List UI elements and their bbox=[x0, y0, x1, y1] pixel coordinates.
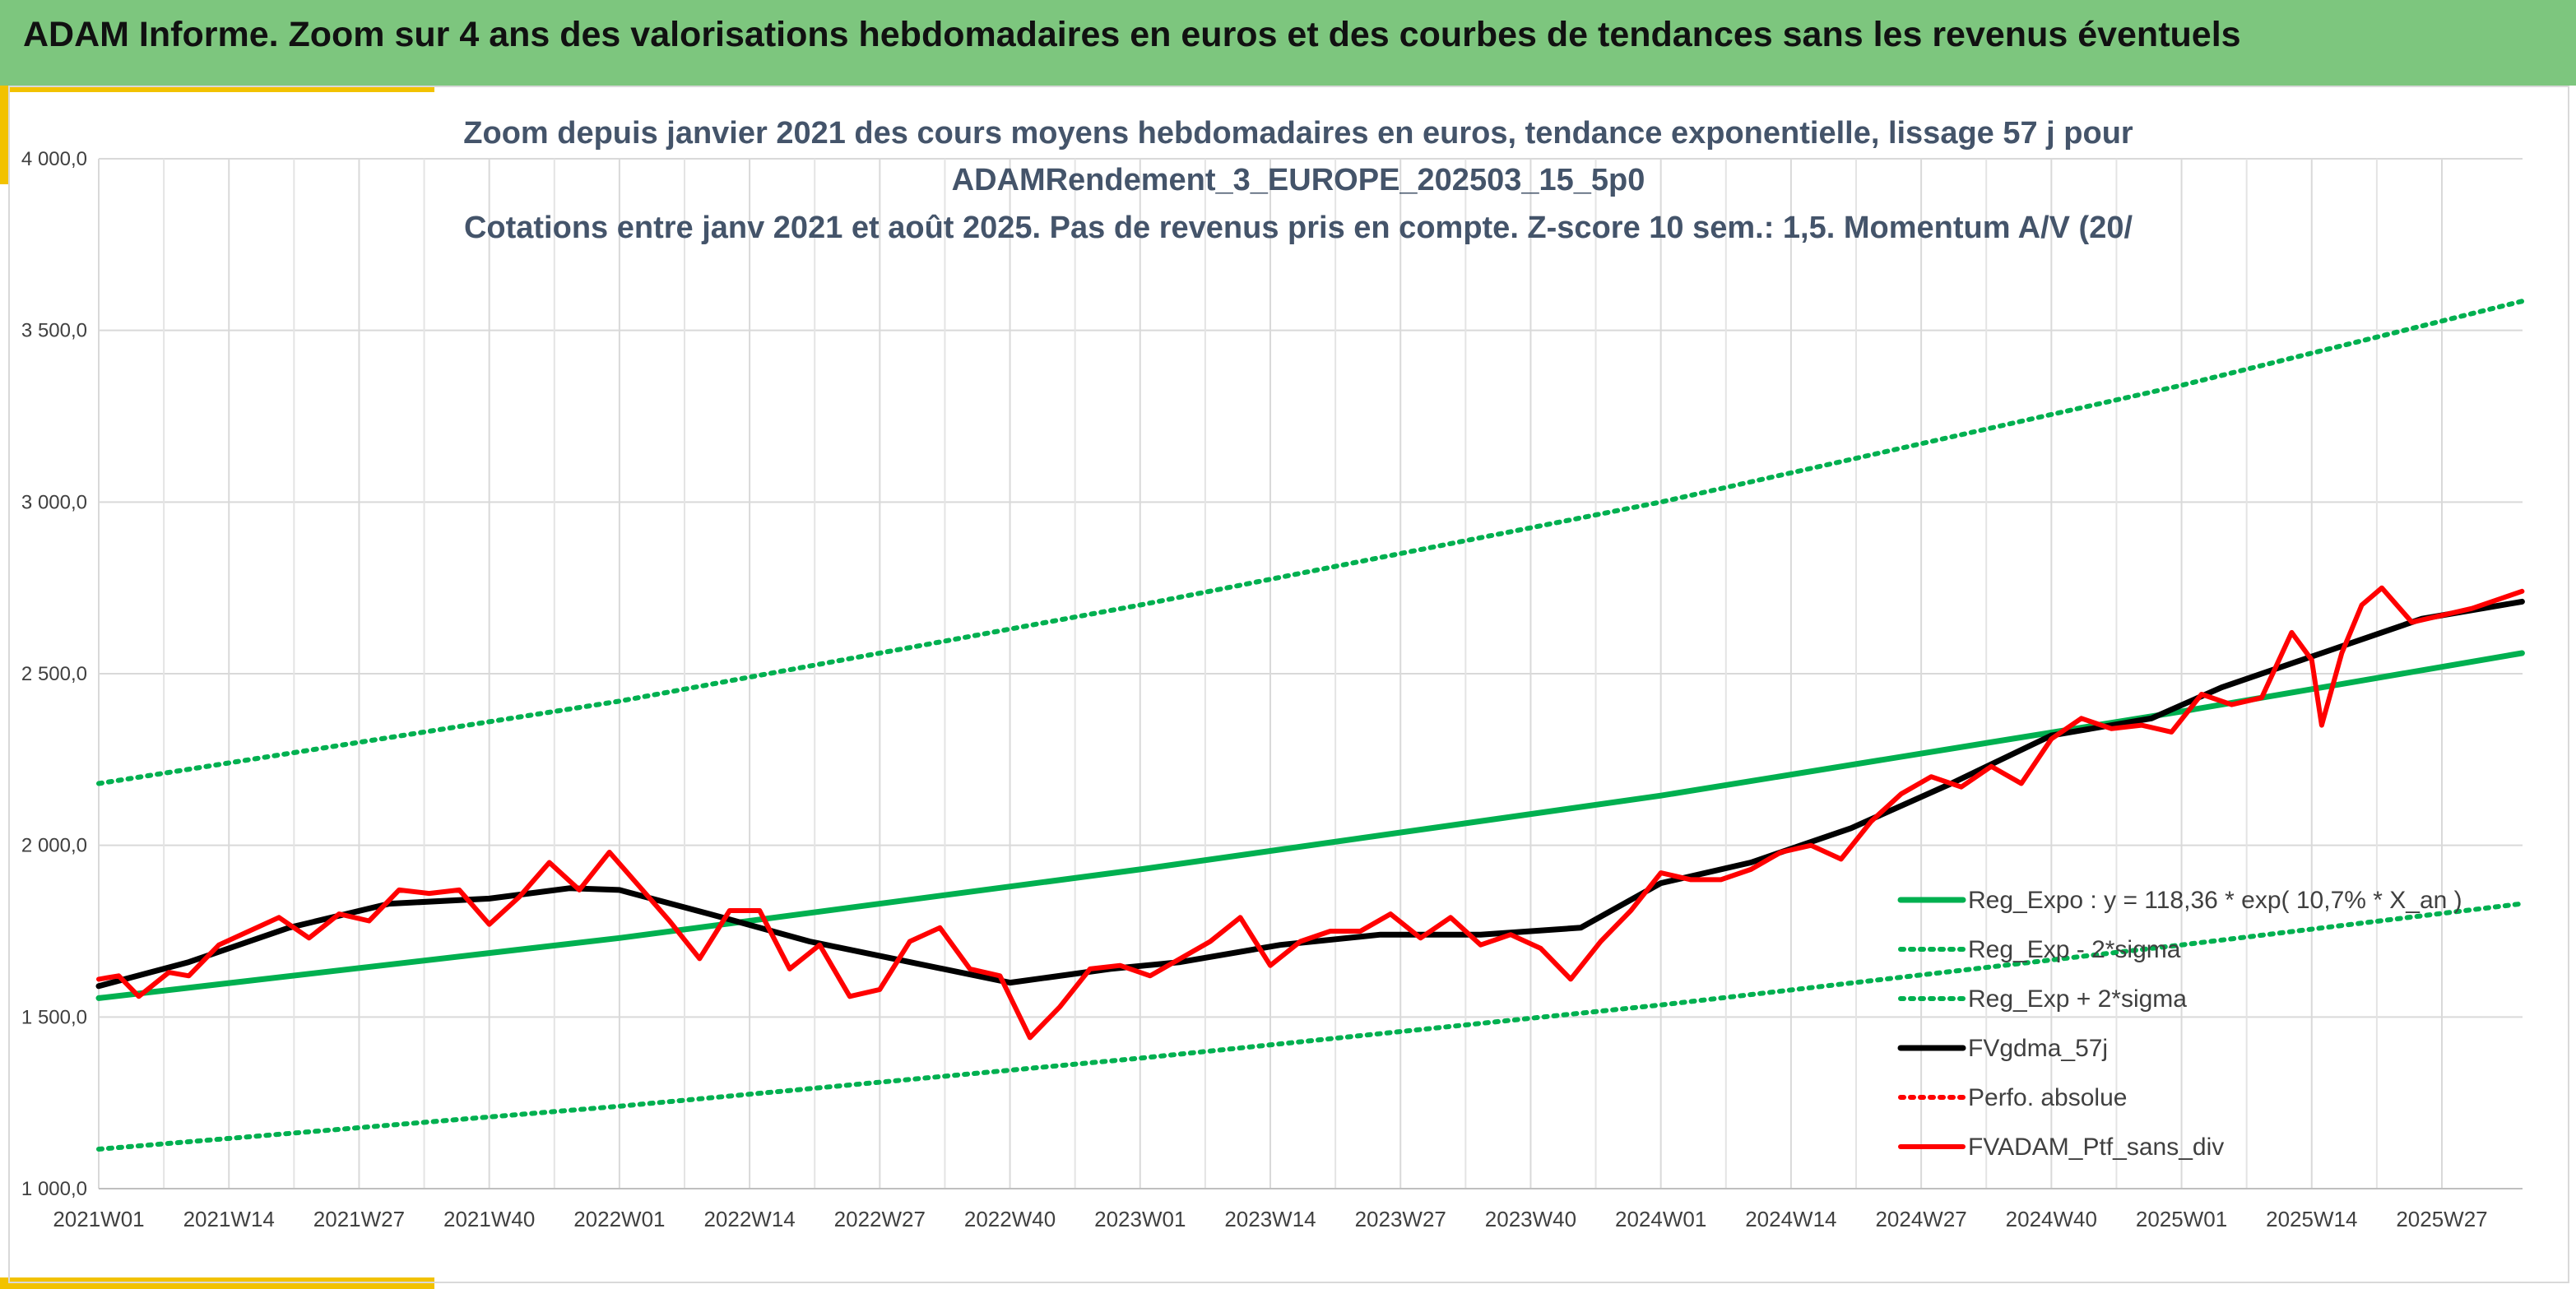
chart-title-line-3: Cotations entre janv 2021 et août 2025. … bbox=[464, 211, 2133, 245]
x-tick-label: 2024W14 bbox=[1745, 1207, 1836, 1231]
y-axis-ticks: 1 000,0 1 500,0 2 000,0 2 500,0 3 000,0 3 500… bbox=[21, 148, 87, 1200]
x-tick-label: 2024W01 bbox=[1615, 1207, 1706, 1231]
accent-bar-left bbox=[0, 86, 10, 184]
x-tick-label: 2023W14 bbox=[1224, 1207, 1316, 1231]
chart-title-line-1: Zoom depuis janvier 2021 des cours moyen… bbox=[463, 116, 2133, 151]
banner-title: ADAM Informe. Zoom sur 4 ans des valoris… bbox=[23, 15, 2241, 54]
header-banner: ADAM Informe. Zoom sur 4 ans des valoris… bbox=[0, 0, 2576, 86]
x-tick-label: 2025W27 bbox=[2396, 1207, 2487, 1231]
x-tick-label: 2021W40 bbox=[443, 1207, 535, 1231]
y-tick-label: 3 000,0 bbox=[21, 491, 87, 513]
chart-title-line-2: ADAMRendement_3_EUROPE_202503_15_5p0 bbox=[952, 163, 1645, 197]
x-tick-label: 2021W14 bbox=[183, 1207, 275, 1231]
y-tick-label: 1 500,0 bbox=[21, 1006, 87, 1028]
chart-title: Zoom depuis janvier 2021 des cours moyen… bbox=[463, 116, 2133, 245]
x-tick-label: 2021W01 bbox=[53, 1207, 144, 1231]
legend: Reg_Expo : y = 118,36 * exp( 10,7% * X_a… bbox=[1897, 887, 2462, 1161]
accent-bar-top bbox=[0, 86, 434, 92]
x-axis-ticks: 2021W01 2021W14 2021W27 2021W40 2022W01 2022W… bbox=[53, 1207, 2487, 1231]
x-tick-label: 2023W01 bbox=[1094, 1207, 1186, 1231]
legend-label-2: Reg_Exp + 2*sigma bbox=[1968, 985, 2187, 1013]
x-tick-label: 2024W27 bbox=[1875, 1207, 1966, 1231]
series-line-1 bbox=[96, 901, 2525, 1152]
legend-label-3: FVgdma_57j bbox=[1968, 1035, 2108, 1062]
x-tick-label: 2022W01 bbox=[573, 1207, 665, 1231]
y-tick-label: 1 000,0 bbox=[21, 1178, 87, 1200]
grid-lines bbox=[98, 158, 2523, 1189]
legend-label-4: Perfo. absolue bbox=[1968, 1084, 2127, 1111]
y-tick-label: 4 000,0 bbox=[21, 148, 87, 170]
x-tick-label: 2025W14 bbox=[2266, 1207, 2357, 1231]
x-tick-label: 2024W40 bbox=[2006, 1207, 2097, 1231]
x-tick-label: 2021W27 bbox=[313, 1207, 405, 1231]
y-tick-label: 2 500,0 bbox=[21, 663, 87, 685]
series-line-2 bbox=[96, 299, 2525, 786]
x-tick-label: 2022W14 bbox=[703, 1207, 795, 1231]
x-tick-label: 2022W27 bbox=[834, 1207, 926, 1231]
x-tick-label: 2025W01 bbox=[2136, 1207, 2227, 1231]
series-lines bbox=[95, 299, 2525, 1152]
series-line-3 bbox=[95, 598, 2525, 990]
y-tick-label: 3 500,0 bbox=[21, 320, 87, 342]
chart-frame bbox=[8, 86, 2569, 1283]
series-line-5 bbox=[96, 585, 2525, 1041]
legend-label-5: FVADAM_Ptf_sans_div bbox=[1968, 1134, 2224, 1161]
legend-label-1: Reg_Exp - 2*sigma bbox=[1968, 936, 2181, 963]
x-tick-label: 2023W27 bbox=[1355, 1207, 1446, 1231]
y-tick-label: 2 000,0 bbox=[21, 835, 87, 857]
x-tick-label: 2022W40 bbox=[964, 1207, 1056, 1231]
accent-bar-bottom bbox=[0, 1277, 434, 1289]
x-tick-label: 2023W40 bbox=[1485, 1207, 1576, 1231]
legend-label-0: Reg_Expo : y = 118,36 * exp( 10,7% * X_a… bbox=[1968, 887, 2462, 914]
